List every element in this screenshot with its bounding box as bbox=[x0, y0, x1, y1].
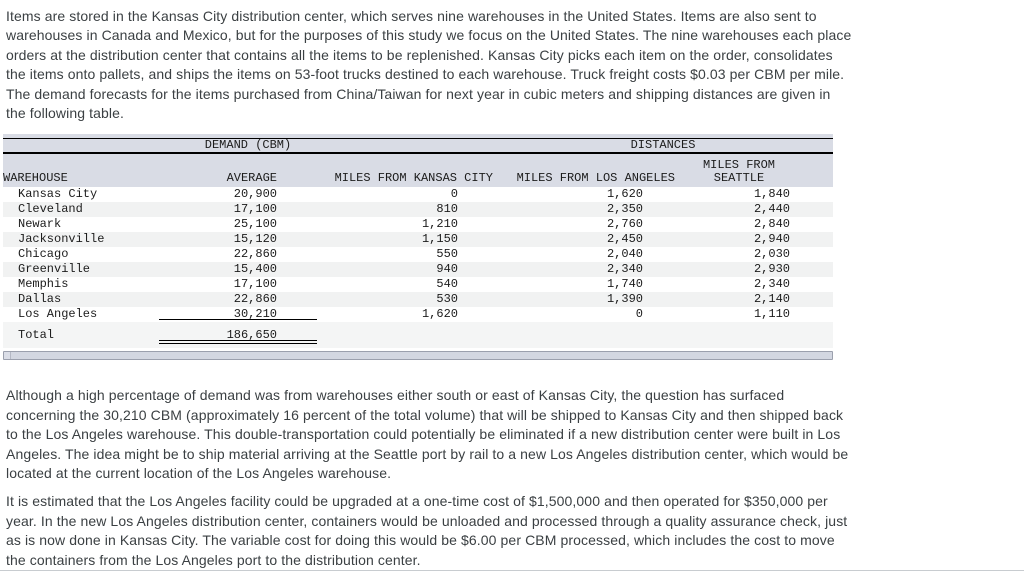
cell-filler bbox=[803, 307, 833, 322]
table-row: Chicago 22,860 550 2,040 2,030 bbox=[3, 247, 833, 262]
cell-filler bbox=[803, 292, 833, 308]
cell-filler bbox=[803, 187, 833, 202]
cell-warehouse: Greenville bbox=[3, 262, 155, 278]
cell-miles-seattle: 1,840 bbox=[753, 187, 790, 202]
cell-average: 15,400 bbox=[155, 262, 277, 278]
col-header-average: AVERAGE bbox=[155, 153, 277, 188]
cell-miles-los-angeles: 0 bbox=[635, 307, 643, 322]
table-row: Dallas 22,860 530 1,390 2,140 bbox=[3, 292, 833, 308]
table-row: Kansas City 20,900 0 1,620 1,840 bbox=[3, 187, 833, 202]
cell-miles-seattle: 2,440 bbox=[675, 202, 803, 218]
cell-warehouse: Chicago bbox=[18, 247, 69, 262]
col-header-miles-kansas-city: MILES FROM KANSAS CITY bbox=[277, 153, 493, 188]
cell-miles-kansas-city: 1,620 bbox=[421, 307, 458, 322]
data-table: DEMAND (CBM) DISTANCES WAREHOUSE AVERAGE… bbox=[3, 134, 833, 349]
total-value: 186,650 bbox=[155, 322, 277, 349]
cell-warehouse: Dallas bbox=[3, 292, 155, 308]
group-header-row: DEMAND (CBM) DISTANCES bbox=[3, 138, 833, 155]
total-row-filler bbox=[277, 322, 833, 349]
cell-filler bbox=[803, 202, 833, 218]
total-label: Total bbox=[3, 322, 155, 349]
cell-miles-seattle: 2,930 bbox=[675, 262, 803, 278]
cell-miles-los-angeles: 2,450 bbox=[493, 232, 675, 248]
scrollbar-thumb[interactable] bbox=[10, 352, 832, 360]
cell-filler bbox=[803, 277, 833, 292]
cell-average: 17,100 bbox=[155, 202, 277, 218]
col-header-filler bbox=[803, 153, 833, 188]
table-row: Jacksonville 15,120 1,150 2,450 2,940 bbox=[3, 232, 833, 248]
total-rule-double-underline bbox=[159, 340, 317, 345]
cell-filler bbox=[803, 262, 833, 278]
cell-miles-kansas-city: 1,150 bbox=[277, 232, 493, 248]
cell-miles-seattle: 1,110 bbox=[753, 307, 790, 322]
cell-miles-kansas-city: 550 bbox=[436, 247, 458, 262]
horizontal-scrollbar[interactable] bbox=[3, 351, 833, 361]
cell-average: 17,100 bbox=[233, 277, 277, 292]
cell-miles-los-angeles: 2,040 bbox=[606, 247, 643, 262]
cell-miles-los-angeles: 1,390 bbox=[493, 292, 675, 308]
cell-miles-seattle: 2,030 bbox=[753, 247, 790, 262]
cell-miles-kansas-city: 1,210 bbox=[421, 217, 458, 232]
cell-miles-los-angeles: 1,740 bbox=[606, 277, 643, 292]
table-row: Newark 25,100 1,210 2,760 2,840 bbox=[3, 217, 833, 232]
cell-miles-seattle: 2,340 bbox=[753, 277, 790, 292]
cell-average: 22,860 bbox=[155, 292, 277, 308]
col-header-warehouse: WAREHOUSE bbox=[3, 153, 155, 188]
cell-warehouse: Memphis bbox=[18, 277, 69, 292]
cell-average: 22,860 bbox=[233, 247, 277, 262]
cell-average: 25,100 bbox=[233, 217, 277, 232]
cell-filler bbox=[803, 232, 833, 248]
cost-paragraph: It is estimated that the Los Angeles fac… bbox=[6, 493, 848, 568]
cell-miles-kansas-city: 810 bbox=[277, 202, 493, 218]
cell-miles-seattle: 2,140 bbox=[675, 292, 803, 308]
total-rule-top bbox=[159, 319, 317, 321]
cell-warehouse: Jacksonville bbox=[3, 232, 155, 248]
column-header-row: WAREHOUSE AVERAGE MILES FROM KANSAS CITY… bbox=[3, 153, 833, 188]
cell-average: 15,120 bbox=[155, 232, 277, 248]
bottom-divider bbox=[0, 570, 1024, 571]
cell-miles-kansas-city: 0 bbox=[450, 187, 458, 202]
cell-miles-seattle: 2,840 bbox=[753, 217, 790, 232]
analysis-paragraph: Although a high percentage of demand was… bbox=[6, 387, 849, 482]
cell-average: 30,210 bbox=[233, 307, 277, 322]
cell-miles-los-angeles: 1,620 bbox=[606, 187, 643, 202]
total-row: Total 186,650 bbox=[3, 322, 833, 349]
table-row: Memphis 17,100 540 1,740 2,340 bbox=[3, 277, 833, 292]
cell-average: 20,900 bbox=[233, 187, 277, 202]
table-row: Los Angeles 30,210 1,620 0 1,110 bbox=[3, 307, 833, 322]
table-row: Greenville 15,400 940 2,340 2,930 bbox=[3, 262, 833, 278]
header-spacer bbox=[3, 134, 833, 139]
cell-miles-los-angeles: 2,760 bbox=[606, 217, 643, 232]
cell-miles-kansas-city: 530 bbox=[277, 292, 493, 308]
cell-filler bbox=[803, 217, 833, 232]
demand-distances-table: DEMAND (CBM) DISTANCES WAREHOUSE AVERAGE… bbox=[3, 134, 833, 361]
cell-warehouse: Los Angeles bbox=[18, 307, 98, 322]
col-header-miles-seattle: MILES FROM SEATTLE bbox=[675, 153, 803, 188]
intro-paragraph: Items are stored in the Kansas City dist… bbox=[6, 8, 852, 122]
table-row: Cleveland 17,100 810 2,350 2,440 bbox=[3, 202, 833, 218]
cell-warehouse: Kansas City bbox=[18, 187, 98, 202]
cell-miles-seattle: 2,940 bbox=[675, 232, 803, 248]
cell-filler bbox=[803, 247, 833, 262]
cell-miles-kansas-city: 540 bbox=[436, 277, 458, 292]
distances-group-header: DISTANCES bbox=[493, 138, 833, 155]
cell-miles-los-angeles: 2,350 bbox=[493, 202, 675, 218]
demand-group-header: DEMAND (CBM) bbox=[3, 138, 493, 155]
cell-warehouse: Newark bbox=[18, 217, 62, 232]
cell-miles-los-angeles: 2,340 bbox=[493, 262, 675, 278]
col-header-miles-los-angeles: MILES FROM LOS ANGELES bbox=[493, 153, 675, 188]
cell-miles-kansas-city: 940 bbox=[277, 262, 493, 278]
cell-warehouse: Cleveland bbox=[3, 202, 155, 218]
